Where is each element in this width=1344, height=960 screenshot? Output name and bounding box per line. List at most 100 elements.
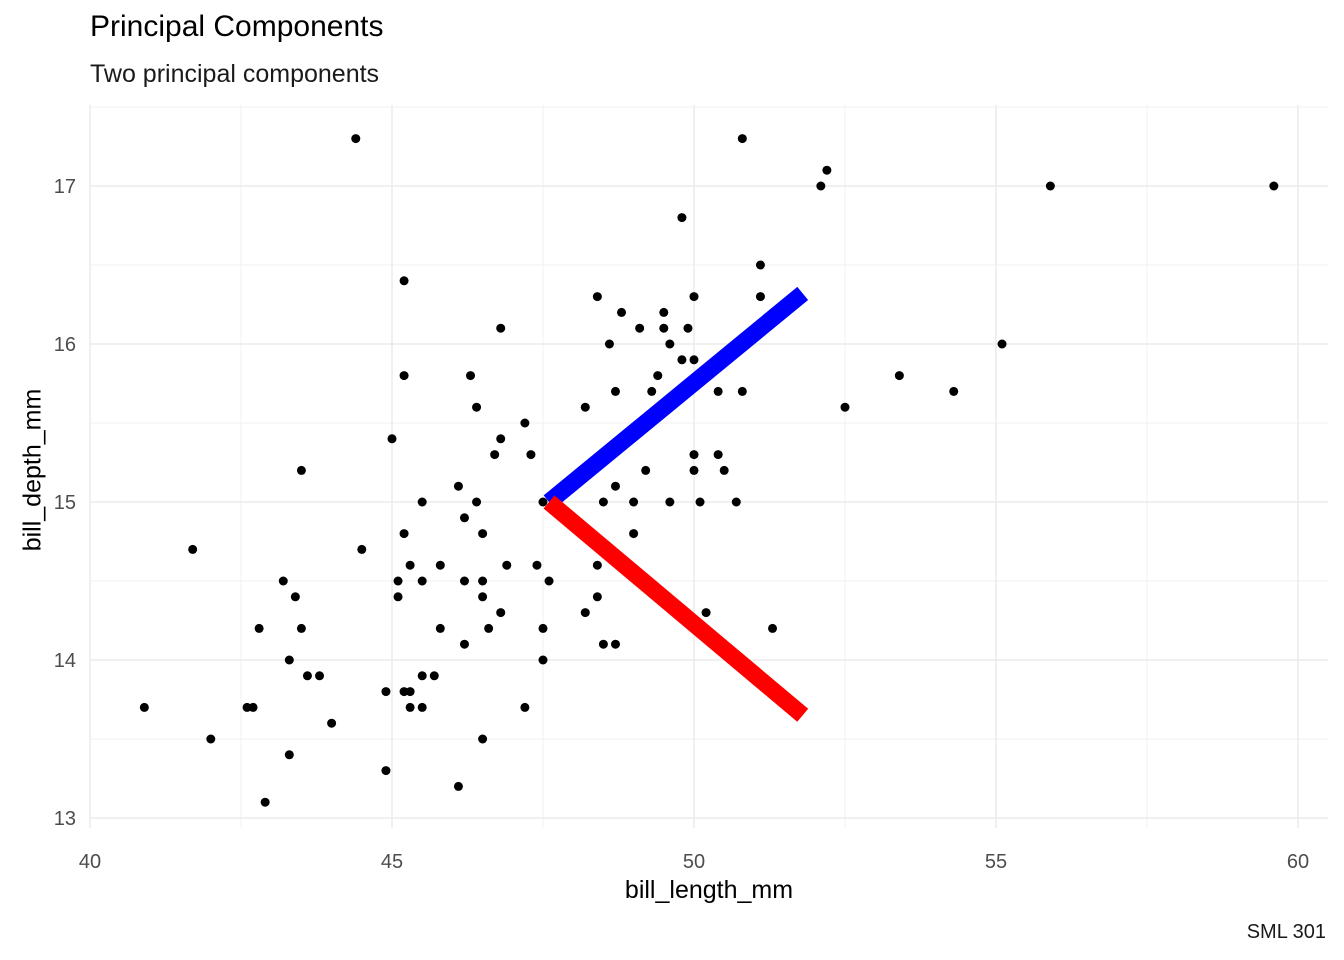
data-point bbox=[260, 797, 270, 807]
data-point bbox=[381, 687, 391, 697]
data-point bbox=[755, 292, 765, 302]
data-points bbox=[139, 134, 1279, 807]
data-point bbox=[248, 702, 258, 712]
data-point bbox=[520, 702, 530, 712]
data-point bbox=[538, 497, 548, 507]
data-point bbox=[580, 402, 590, 412]
data-point bbox=[459, 576, 469, 586]
data-point bbox=[478, 576, 488, 586]
data-point bbox=[701, 608, 711, 618]
y-tick-label: 17 bbox=[54, 176, 76, 198]
data-point bbox=[653, 371, 663, 381]
y-tick-label: 14 bbox=[54, 650, 76, 672]
data-point bbox=[484, 623, 494, 633]
y-axis-label: bill_depth_mm bbox=[18, 388, 47, 552]
pc-segment bbox=[543, 286, 809, 509]
data-point bbox=[949, 386, 959, 396]
data-point bbox=[598, 497, 608, 507]
data-point bbox=[713, 386, 723, 396]
data-point bbox=[816, 181, 826, 191]
data-point bbox=[840, 402, 850, 412]
data-point bbox=[206, 734, 216, 744]
data-point bbox=[580, 608, 590, 618]
data-point bbox=[610, 386, 620, 396]
data-point bbox=[496, 608, 506, 618]
data-point bbox=[417, 497, 427, 507]
y-tick-label: 16 bbox=[54, 334, 76, 356]
data-point bbox=[417, 702, 427, 712]
data-point bbox=[610, 639, 620, 649]
data-point bbox=[188, 544, 198, 554]
y-axis-ticks: 13 14 15 16 17 bbox=[54, 176, 76, 830]
chart-subtitle: Two principal components bbox=[90, 60, 380, 88]
data-point bbox=[689, 450, 699, 460]
data-point bbox=[502, 560, 512, 570]
data-point bbox=[610, 481, 620, 491]
data-point bbox=[393, 576, 403, 586]
data-point bbox=[526, 450, 536, 460]
data-point bbox=[302, 671, 312, 681]
data-point bbox=[538, 623, 548, 633]
data-point bbox=[459, 513, 469, 523]
data-point bbox=[689, 355, 699, 365]
data-point bbox=[459, 639, 469, 649]
data-point bbox=[604, 339, 614, 349]
major-gridlines bbox=[89, 105, 1328, 828]
x-tick-label: 55 bbox=[985, 851, 1007, 873]
data-point bbox=[417, 671, 427, 681]
data-point bbox=[472, 497, 482, 507]
data-point bbox=[478, 529, 488, 539]
data-point bbox=[399, 529, 409, 539]
x-tick-label: 45 bbox=[381, 851, 403, 873]
data-point bbox=[1269, 181, 1279, 191]
data-point bbox=[453, 481, 463, 491]
y-tick-label: 15 bbox=[54, 492, 76, 514]
x-tick-label: 60 bbox=[1287, 851, 1309, 873]
data-point bbox=[659, 307, 669, 317]
data-point bbox=[713, 450, 723, 460]
data-point bbox=[435, 560, 445, 570]
data-point bbox=[478, 592, 488, 602]
data-point bbox=[598, 639, 608, 649]
data-point bbox=[278, 576, 288, 586]
data-point bbox=[284, 655, 294, 665]
x-axis-ticks: 40 45 50 55 60 bbox=[79, 851, 1309, 873]
data-point bbox=[453, 781, 463, 791]
data-point bbox=[695, 497, 705, 507]
data-point bbox=[405, 702, 415, 712]
data-point bbox=[478, 734, 488, 744]
data-point bbox=[399, 371, 409, 381]
data-point bbox=[647, 386, 657, 396]
y-tick-label: 13 bbox=[54, 808, 76, 830]
data-point bbox=[399, 276, 409, 286]
data-point bbox=[683, 323, 693, 333]
data-point bbox=[405, 560, 415, 570]
data-point bbox=[351, 134, 361, 144]
minor-gridlines bbox=[90, 105, 1328, 828]
data-point bbox=[592, 560, 602, 570]
data-point bbox=[659, 323, 669, 333]
data-point bbox=[544, 576, 554, 586]
data-point bbox=[677, 213, 687, 223]
data-point bbox=[405, 687, 415, 697]
data-point bbox=[532, 560, 542, 570]
data-point bbox=[472, 402, 482, 412]
data-point bbox=[381, 766, 391, 776]
data-point bbox=[894, 371, 904, 381]
data-point bbox=[296, 623, 306, 633]
data-point bbox=[429, 671, 439, 681]
data-point bbox=[254, 623, 264, 633]
data-point bbox=[768, 623, 778, 633]
data-point bbox=[737, 386, 747, 396]
data-point bbox=[357, 544, 367, 554]
data-point bbox=[822, 165, 832, 175]
data-point bbox=[538, 655, 548, 665]
data-point bbox=[665, 497, 675, 507]
data-point bbox=[417, 576, 427, 586]
data-point bbox=[617, 307, 627, 317]
data-point bbox=[520, 418, 530, 428]
data-point bbox=[315, 671, 325, 681]
data-point bbox=[997, 339, 1007, 349]
chart-title: Principal Components bbox=[90, 10, 384, 43]
